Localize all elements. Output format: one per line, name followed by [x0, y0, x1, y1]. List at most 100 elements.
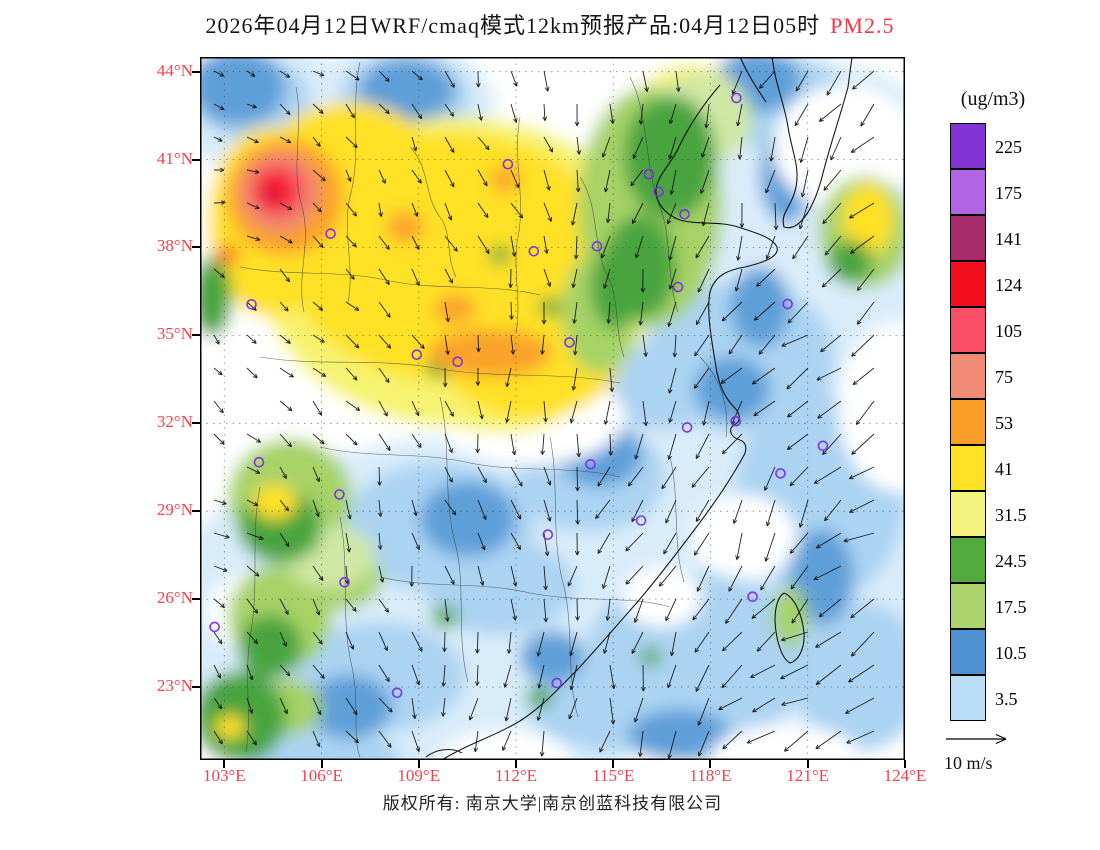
- colorbar-entry: 24.5: [950, 537, 1027, 584]
- colorbar-entry: 53: [950, 399, 1027, 446]
- colorbar-value: 175: [995, 183, 1022, 203]
- lat-tickmark: [192, 246, 200, 249]
- colorbar-swatch: [950, 537, 986, 583]
- colorbar-value: 75: [995, 367, 1013, 387]
- lat-tick-label: 35°N: [156, 324, 193, 344]
- city-marker: [334, 489, 345, 500]
- colorbar-entry: 31.5: [950, 491, 1027, 538]
- colorbar-swatch: [950, 169, 986, 215]
- colorbar-value: 31.5: [995, 505, 1027, 525]
- colorbar-value: 53: [995, 413, 1013, 433]
- city-marker: [817, 440, 829, 452]
- colorbar-entry: 17.5: [950, 583, 1027, 630]
- city-marker: [681, 422, 693, 433]
- chart-title-text: 2026年04月12日WRF/cmaq模式12km预报产品:04月12日05时: [205, 13, 821, 38]
- lat-tick-label: 41°N: [156, 148, 193, 168]
- colorbar-value: 41: [995, 459, 1013, 479]
- lon-tick-label: 118°E: [689, 766, 732, 785]
- wind-vector-layer: [213, 70, 875, 759]
- lat-tick-label: 29°N: [156, 500, 193, 520]
- lat-tick-label: 26°N: [156, 588, 193, 608]
- lon-tick-label: 121°E: [786, 766, 830, 785]
- colorbar-swatch: [950, 491, 986, 537]
- city-marker: [246, 299, 257, 310]
- lon-tickmark: [417, 760, 420, 768]
- colorbar-value: 17.5: [995, 597, 1027, 617]
- lat-tickmark: [192, 510, 200, 513]
- colorbar-swatch: [950, 123, 986, 169]
- colorbar-swatch: [950, 353, 986, 399]
- colorbar-swatch: [950, 583, 986, 629]
- city-marker: [585, 458, 596, 470]
- colorbar-entry: 225: [950, 123, 1027, 170]
- lon-tickmark: [709, 760, 712, 768]
- city-marker: [502, 158, 514, 170]
- city-marker: [782, 298, 793, 310]
- map-panel: [200, 57, 905, 760]
- lon-tick-label: 115°E: [592, 766, 635, 785]
- colorbar-value: 105: [995, 321, 1022, 341]
- colorbar-entry: 75: [950, 353, 1027, 400]
- lat-tick-label: 32°N: [156, 412, 193, 432]
- colorbar-entry: 10.5: [950, 629, 1027, 676]
- city-marker: [528, 246, 540, 257]
- colorbar-swatch: [950, 629, 986, 675]
- city-marker: [339, 576, 350, 588]
- city-marker: [253, 456, 265, 468]
- city-marker: [564, 337, 575, 348]
- city-marker: [411, 349, 423, 361]
- colorbar-swatch: [950, 399, 986, 445]
- lat-tickmark: [192, 158, 200, 161]
- lon-tick-label: 112°E: [494, 766, 538, 785]
- colorbar-swatch: [950, 675, 986, 721]
- colorbar-entry: 3.5: [950, 675, 1027, 722]
- chart-title: 2026年04月12日WRF/cmaq模式12km预报产品:04月12日05时 P…: [0, 8, 1100, 40]
- lat-tickmark: [192, 422, 200, 425]
- city-marker: [731, 92, 742, 104]
- colorbar-value: 24.5: [995, 551, 1027, 571]
- city-marker: [635, 515, 647, 526]
- wind-scale-label: 10 m/s: [944, 753, 993, 773]
- colorbar-units: (ug/m3): [960, 88, 1026, 110]
- colorbar-entry: 105: [950, 307, 1027, 354]
- pollutant-label: PM2.5: [830, 13, 895, 38]
- lon-tick-label: 124°E: [883, 766, 927, 785]
- lon-tickmark: [806, 760, 809, 768]
- colorbar-value: 3.5: [995, 689, 1018, 709]
- lon-tick-label: 109°E: [397, 766, 441, 785]
- city-marker: [325, 228, 336, 239]
- lat-tickmark: [192, 598, 200, 601]
- colorbar-value: 10.5: [995, 643, 1027, 663]
- colorbar-value: 225: [995, 137, 1022, 157]
- colorbar-swatch: [950, 261, 986, 307]
- city-marker: [391, 687, 403, 699]
- city-marker: [775, 468, 786, 479]
- lon-tickmark: [612, 760, 615, 768]
- city-marker: [542, 529, 554, 540]
- lat-tickmark: [192, 70, 200, 73]
- city-marker: [679, 209, 690, 220]
- lat-tickmark: [192, 685, 200, 688]
- city-marker: [747, 591, 758, 603]
- lon-tickmark: [514, 760, 517, 768]
- wind-scale: 10 m/s: [944, 731, 1034, 774]
- lon-tickmark: [223, 760, 226, 768]
- colorbar-swatch: [950, 445, 986, 491]
- city-marker: [452, 356, 464, 368]
- city-marker: [209, 621, 220, 633]
- city-marker: [730, 415, 742, 427]
- lon-tickmark: [903, 760, 906, 768]
- lat-tick-label: 44°N: [156, 60, 193, 80]
- city-marker: [591, 241, 603, 252]
- copyright-text: 版权所有: 南京大学|南京创蓝科技有限公司: [382, 794, 723, 813]
- lon-tick-label: 103°E: [202, 766, 246, 785]
- lat-tickmark: [192, 334, 200, 337]
- colorbar-entry: 124: [950, 261, 1027, 308]
- city-marker: [653, 186, 664, 198]
- pm25-field-map: [200, 57, 905, 760]
- colorbar-value: 124: [995, 275, 1022, 295]
- city-marker: [643, 168, 655, 180]
- lat-tick-label: 38°N: [156, 236, 193, 256]
- colorbar-swatch: [950, 307, 986, 353]
